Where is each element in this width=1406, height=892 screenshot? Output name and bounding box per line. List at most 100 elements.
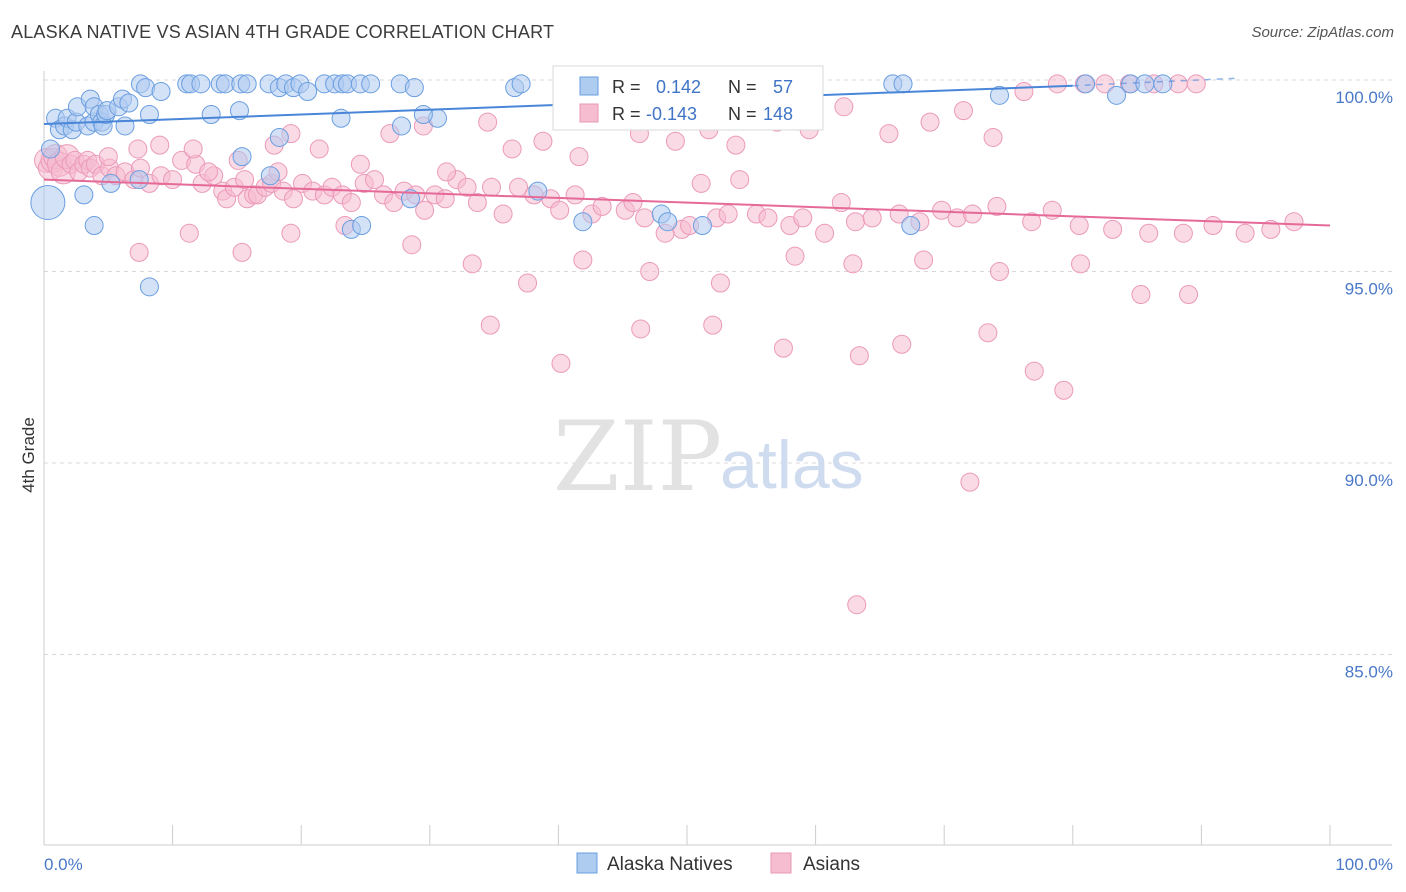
alaska-native-point (404, 78, 424, 98)
asian-point (350, 154, 370, 174)
asian-point (592, 196, 612, 216)
asian-point (718, 204, 738, 224)
asian-point (932, 200, 952, 220)
alaska-native-point (1135, 74, 1155, 94)
asian-point (518, 273, 538, 293)
asian-point (631, 319, 651, 339)
asian-point (1014, 81, 1034, 101)
alaska-native-point (893, 74, 913, 94)
asian-point (987, 196, 1007, 216)
y-axis-label: 4th Grade (19, 417, 38, 493)
alaska-native-point (191, 74, 211, 94)
alaska-native-point (151, 81, 171, 101)
asian-point (793, 208, 813, 228)
alaska-native-point (237, 74, 257, 94)
bottom-legend-label-alaska: Alaska Natives (607, 854, 733, 875)
asian-trendline (43, 178, 1331, 227)
asian-point (1069, 216, 1089, 236)
asian-point (462, 254, 482, 274)
asian-point (1284, 212, 1304, 232)
bottom-legend-swatch-alaska (576, 852, 598, 874)
asian-point (1103, 219, 1123, 239)
legend-r-label-asians: R = (612, 104, 641, 124)
asian-point (565, 185, 585, 205)
alaska-native-point (361, 74, 381, 94)
alaska-native-point (392, 116, 412, 136)
asian-point (150, 135, 170, 155)
asian-point (815, 223, 835, 243)
alaska-native-point (30, 185, 66, 221)
asian-point (847, 595, 867, 615)
asian-point (849, 346, 869, 366)
asian-point (962, 204, 982, 224)
bottom-legend-swatch-asians (770, 852, 792, 874)
asian-point (1261, 219, 1281, 239)
alaska-native-point (115, 116, 135, 136)
asian-point (482, 177, 502, 197)
asian-point (892, 334, 912, 354)
alaska-native-point (119, 93, 139, 113)
asian-point (163, 170, 183, 190)
alaska-native-point (232, 147, 252, 167)
asian-point (1139, 223, 1159, 243)
asian-point (467, 193, 487, 213)
asian-point (914, 250, 934, 270)
alaska-native-point (692, 216, 712, 236)
asian-point (199, 162, 219, 182)
bottom-legend: Alaska Natives Asians (576, 852, 860, 875)
alaska-native-point (139, 277, 159, 297)
alaska-native-point (1107, 85, 1127, 105)
asian-point (179, 223, 199, 243)
asian-point (1235, 223, 1255, 243)
asian-point (691, 173, 711, 193)
asian-point (235, 170, 255, 190)
asian-point (183, 139, 203, 159)
legend-r-value-alaska: 0.142 (656, 77, 701, 97)
axis-layer: 100.0% 95.0% 90.0% 85.0% 0.0% 100.0% (43, 71, 1393, 874)
alaska-native-point (201, 104, 221, 124)
asian-point (635, 208, 655, 228)
asian-point (845, 212, 865, 232)
asian-point (879, 124, 899, 144)
alaska-native-point (413, 104, 433, 124)
alaska-native-point (129, 170, 149, 190)
points-layer (30, 74, 1304, 615)
asian-point (98, 147, 118, 167)
legend-n-label-asians: N = (728, 104, 757, 124)
asian-point (502, 139, 522, 159)
asian-point (341, 193, 361, 213)
asian-point (365, 170, 385, 190)
bottom-legend-label-asians: Asians (803, 854, 860, 875)
asian-point (1054, 380, 1074, 400)
asian-point (573, 250, 593, 270)
asian-point (710, 273, 730, 293)
asian-point (437, 162, 457, 182)
asian-point (309, 139, 329, 159)
alaska-native-point (229, 101, 249, 121)
asian-point (281, 223, 301, 243)
asian-point (773, 338, 793, 358)
asian-point (983, 127, 1003, 147)
legend-r-value-asians: -0.143 (646, 104, 697, 124)
asian-point (550, 200, 570, 220)
y-tick-label: 90.0% (1345, 471, 1393, 490)
alaska-native-point (1076, 74, 1096, 94)
asian-point (533, 131, 553, 151)
alaska-native-point (101, 173, 121, 193)
asian-point (623, 193, 643, 213)
asian-point (569, 147, 589, 167)
alaska-native-point (40, 139, 60, 159)
asian-point (283, 189, 303, 209)
alaska-native-point (298, 81, 318, 101)
legend-swatch-alaska (579, 76, 599, 96)
asian-point (758, 208, 778, 228)
alaska-native-point (260, 166, 280, 186)
alaska-native-point (352, 216, 372, 236)
watermark-zip: ZIP (553, 401, 722, 513)
asian-point (1071, 254, 1091, 274)
asian-point (1179, 284, 1199, 304)
alaska-native-point (269, 127, 289, 147)
asian-point (960, 472, 980, 492)
asian-point (726, 135, 746, 155)
asian-point (834, 97, 854, 117)
